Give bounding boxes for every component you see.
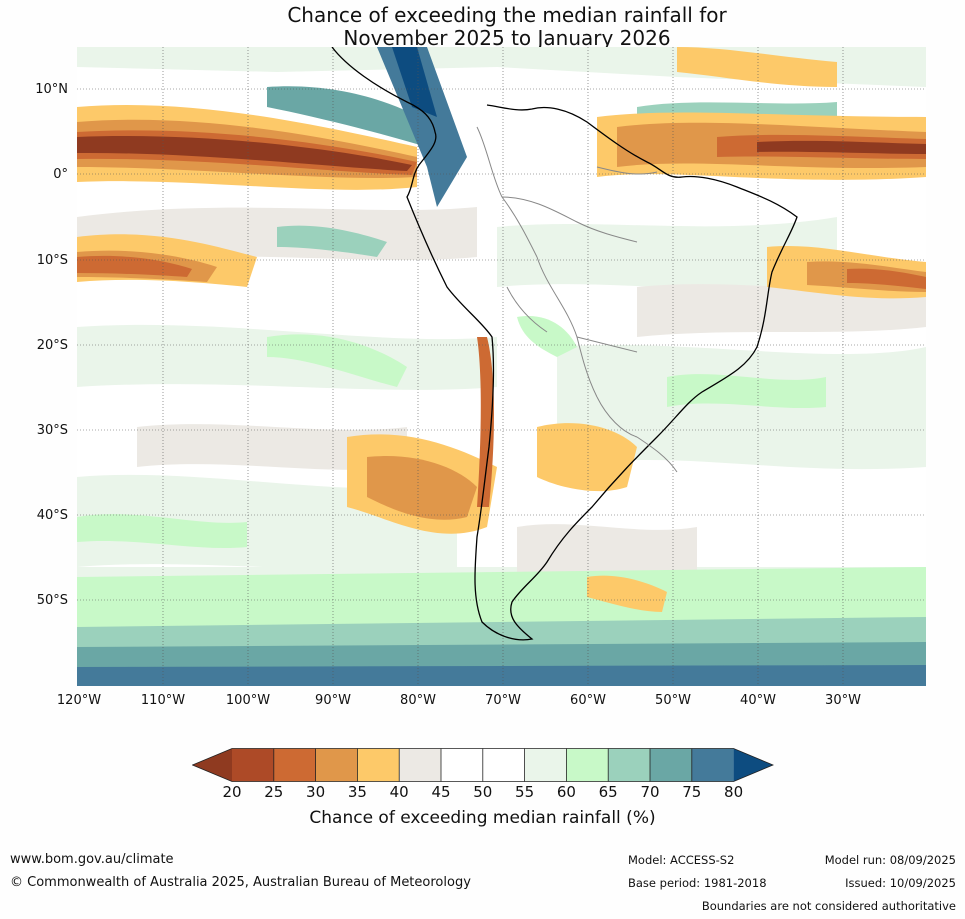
graticule	[77, 47, 926, 686]
colorbar-tick-label: 50	[473, 783, 493, 801]
lon-label-60w: 60°W	[570, 693, 606, 708]
prob-60-65-areas	[77, 316, 926, 632]
lon-label-120w: 120°W	[56, 693, 102, 708]
colorbar-tick-label: 30	[306, 783, 326, 801]
colorbar-tick-label: 75	[682, 783, 702, 801]
colorbar	[192, 748, 774, 782]
lat-label-0: 0°	[53, 167, 68, 182]
lat-label-50s: 50°S	[36, 593, 68, 608]
colorbar-cell	[650, 748, 692, 782]
colorbar-cell	[441, 748, 483, 782]
base-period-text: Base period: 1981-2018	[628, 876, 767, 890]
colorbar-outline	[192, 748, 774, 782]
colorbar-tick-label: 60	[556, 783, 576, 801]
colorbar-cell	[399, 748, 441, 782]
colorbar-extend-high	[733, 748, 773, 782]
prob-75-80-areas	[77, 47, 926, 686]
colorbar-cell	[232, 748, 274, 782]
prob-20-25-areas	[77, 136, 926, 171]
colorbar-tick-label: 35	[347, 783, 367, 801]
lon-label-50w: 50°W	[655, 693, 691, 708]
colorbar-tick-label: 55	[515, 783, 535, 801]
colorbar-cell	[691, 748, 734, 782]
colorbar-cell	[524, 748, 567, 782]
title-line-1: Chance of exceeding the median rainfall …	[287, 3, 727, 27]
prob-80-plus-areas	[392, 47, 437, 117]
colorbar-tick-label: 40	[389, 783, 409, 801]
colorbar-tick-label: 65	[598, 783, 618, 801]
colorbar-tick-label: 80	[724, 783, 744, 801]
disclaimer-text: Boundaries are not considered authoritat…	[701, 899, 956, 913]
model-run-text: Model run: 08/09/2025	[824, 853, 956, 867]
colorbar-cell	[566, 748, 609, 782]
lon-label-30w: 30°W	[825, 693, 861, 708]
colorbar-cell	[482, 748, 525, 782]
colorbar-label: Chance of exceeding median rainfall (%)	[309, 808, 656, 828]
colorbar-tick-label: 20	[222, 783, 242, 801]
model-text: Model: ACCESS-S2	[628, 853, 735, 867]
colorbar-tick-label: 70	[640, 783, 660, 801]
map-title: Chance of exceeding the median rainfall …	[0, 4, 965, 50]
lon-label-40w: 40°W	[740, 693, 776, 708]
lat-label-30s: 30°S	[36, 423, 68, 438]
colorbar-cells	[192, 748, 773, 782]
lon-label-70w: 70°W	[485, 693, 521, 708]
copyright-text: © Commonwealth of Australia 2025, Austra…	[10, 875, 471, 890]
colorbar-cell	[315, 748, 358, 782]
lon-label-110w: 110°W	[140, 693, 186, 708]
lon-label-80w: 80°W	[400, 693, 436, 708]
colorbar-cell	[273, 748, 316, 782]
rainfall-map	[77, 47, 926, 686]
lat-label-40s: 40°S	[36, 508, 68, 523]
lat-label-20s: 20°S	[36, 338, 68, 353]
country-borders	[476, 126, 678, 473]
website-text: www.bom.gov.au/climate	[10, 852, 174, 867]
colorbar-tick-label: 45	[431, 783, 451, 801]
colorbar-cell	[608, 748, 650, 782]
colorbar-cell	[357, 748, 400, 782]
lat-label-10n: 10°N	[35, 82, 68, 97]
south-america-coastline	[331, 47, 798, 641]
lon-label-100w: 100°W	[225, 693, 271, 708]
title-line-2: November 2025 to January 2026	[343, 26, 671, 50]
lon-label-90w: 90°W	[315, 693, 351, 708]
issued-text: Issued: 10/09/2025	[845, 876, 956, 890]
colorbar-extend-low	[192, 748, 232, 782]
rainfall-map-canvas	[77, 47, 926, 686]
colorbar-tick-label: 25	[264, 783, 284, 801]
lat-label-10s: 10°S	[36, 253, 68, 268]
